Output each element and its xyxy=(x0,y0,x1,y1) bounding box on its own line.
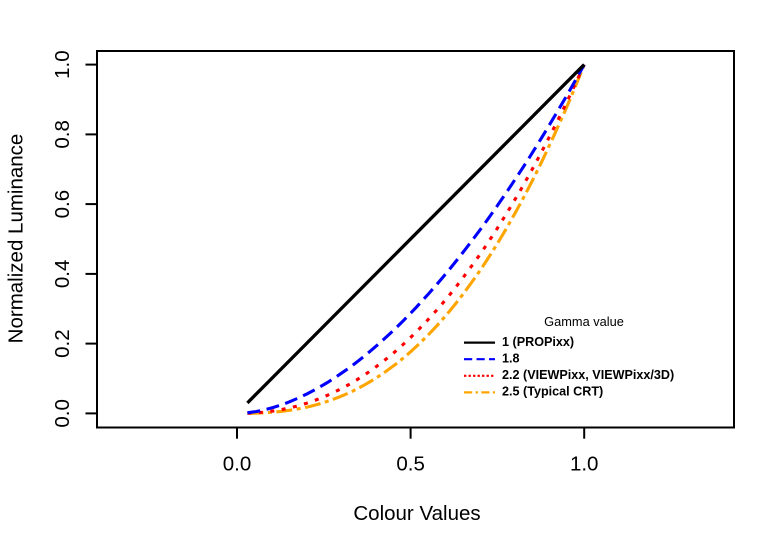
svg-text:Normalized Luminance: Normalized Luminance xyxy=(5,134,28,344)
svg-text:1.0: 1.0 xyxy=(570,452,599,475)
svg-text:1.8: 1.8 xyxy=(502,352,520,366)
svg-text:0.2: 0.2 xyxy=(51,329,74,358)
svg-text:2.2 (VIEWPixx, VIEWPixx/3D): 2.2 (VIEWPixx, VIEWPixx/3D) xyxy=(502,368,674,382)
svg-text:1.0: 1.0 xyxy=(51,50,74,79)
svg-text:0.6: 0.6 xyxy=(51,190,74,219)
svg-text:0.4: 0.4 xyxy=(51,260,74,289)
svg-text:0.0: 0.0 xyxy=(223,452,252,475)
svg-text:0.0: 0.0 xyxy=(51,399,74,428)
svg-text:1 (PROPixx): 1 (PROPixx) xyxy=(502,335,574,349)
svg-text:0.8: 0.8 xyxy=(51,120,74,149)
svg-text:Colour Values: Colour Values xyxy=(353,502,480,525)
svg-text:2.5 (Typical CRT): 2.5 (Typical CRT) xyxy=(502,385,603,399)
svg-text:Gamma value: Gamma value xyxy=(544,314,624,329)
svg-text:0.5: 0.5 xyxy=(396,452,425,475)
